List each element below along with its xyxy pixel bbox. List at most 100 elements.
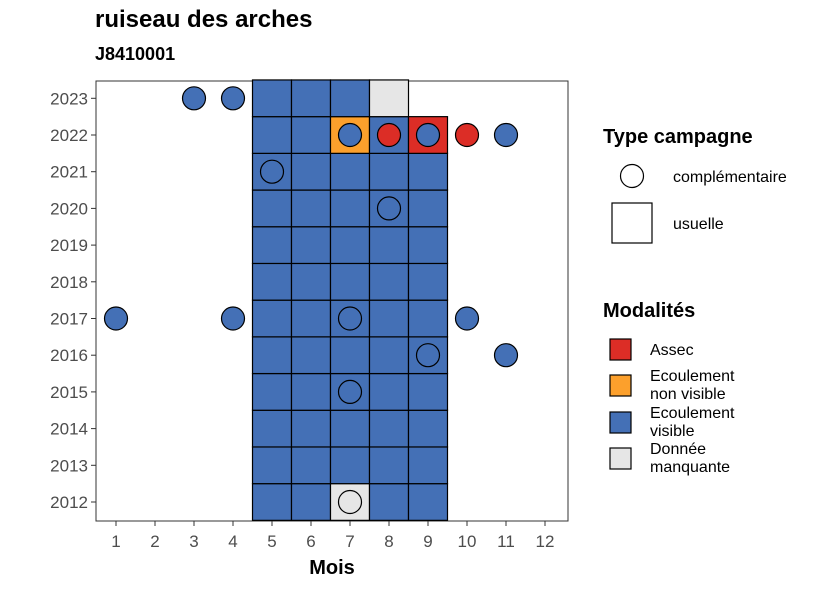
x-tick-label-2: 2 xyxy=(150,532,159,551)
x-tick-label-11: 11 xyxy=(497,532,515,551)
y-tick-label-2018: 2018 xyxy=(50,273,88,292)
point-2021-5 xyxy=(259,159,285,184)
legend-complementaire-key xyxy=(619,163,645,189)
point-2022-7 xyxy=(337,122,363,148)
tile-2015-5 xyxy=(251,372,293,411)
point-2016-9 xyxy=(415,343,441,368)
legend-modalite-key-0 xyxy=(609,338,632,361)
tile-2014-7 xyxy=(329,409,371,448)
y-tick-label-2021: 2021 xyxy=(50,163,88,182)
tile-2012-9 xyxy=(407,483,449,521)
legend-modalite-label-3-0: Donnée xyxy=(650,441,706,458)
legend-usuelle-key xyxy=(611,202,653,244)
tile-2014-6 xyxy=(290,409,332,448)
tile-2012-8 xyxy=(368,483,410,521)
tile-2021-9 xyxy=(407,152,449,191)
legend-type-title: Type campagne xyxy=(603,126,753,148)
x-tick-label-5: 5 xyxy=(267,532,276,551)
tile-2017-8 xyxy=(368,299,410,338)
tile-2021-8 xyxy=(368,152,410,191)
tile-2012-6 xyxy=(290,483,332,521)
y-tick-label-2023: 2023 xyxy=(50,89,88,108)
legend-modalite-label-2-0: Ecoulement xyxy=(650,405,735,422)
y-tick-label-2020: 2020 xyxy=(50,199,88,218)
x-tick-label-10: 10 xyxy=(458,532,477,551)
tile-2020-5 xyxy=(251,189,293,228)
x-tick-label-1: 1 xyxy=(111,532,120,551)
tile-2013-9 xyxy=(407,446,449,485)
legend-type-label-0: complémentaire xyxy=(673,169,787,186)
tile-2023-7 xyxy=(329,79,371,118)
tile-2016-5 xyxy=(251,336,293,375)
tile-2023-6 xyxy=(290,79,332,118)
tile-2021-6 xyxy=(290,152,332,191)
point-2016-11 xyxy=(493,343,519,368)
x-tick-label-4: 4 xyxy=(228,532,237,551)
legend-modalites-title: Modalités xyxy=(603,300,695,322)
tile-2016-8 xyxy=(368,336,410,375)
tile-2013-6 xyxy=(290,446,332,485)
tile-2021-7 xyxy=(329,152,371,191)
legend-modalite-label-0: Assec xyxy=(650,342,694,359)
legend-modalite-label-3-1: manquante xyxy=(650,459,730,476)
point-2023-4 xyxy=(220,86,246,111)
y-tick-label-2015: 2015 xyxy=(50,383,88,402)
point-2012-7 xyxy=(337,489,363,515)
tile-2013-7 xyxy=(329,446,371,485)
legend-type-campagne: Type campagne complémentaire usuelle xyxy=(603,126,787,244)
tile-2019-9 xyxy=(407,226,449,265)
point-2017-10 xyxy=(454,306,480,331)
legend-modalite-label-2-1: visible xyxy=(650,423,695,440)
tile-2022-6 xyxy=(290,116,332,154)
legend-type-label-1: usuelle xyxy=(673,216,724,233)
legend-modalite-label-1-1: non visible xyxy=(650,386,726,403)
tile-2018-7 xyxy=(329,262,371,301)
tile-2015-8 xyxy=(368,372,410,411)
x-tick-label-3: 3 xyxy=(189,532,198,551)
tile-2022-5 xyxy=(251,116,293,154)
legend-modalite-label-1-0: Ecoulement xyxy=(650,368,735,385)
point-2022-8 xyxy=(376,122,402,148)
y-tick-label-2014: 2014 xyxy=(50,420,88,439)
tile-2014-8 xyxy=(368,409,410,448)
tile-2020-9 xyxy=(407,189,449,228)
tile-2019-6 xyxy=(290,226,332,265)
tile-2018-5 xyxy=(251,262,293,301)
tile-2019-8 xyxy=(368,226,410,265)
y-tick-label-2019: 2019 xyxy=(50,236,88,255)
tile-2013-5 xyxy=(251,446,293,485)
tile-2018-8 xyxy=(368,262,410,301)
chart-title: ruiseau des arches xyxy=(95,6,313,33)
x-tick-label-6: 6 xyxy=(306,532,315,551)
point-2017-4 xyxy=(220,306,246,331)
legend-modalite-key-1 xyxy=(609,374,632,397)
point-2017-7 xyxy=(337,306,363,331)
tile-2019-5 xyxy=(251,226,293,265)
x-tick-label-9: 9 xyxy=(423,532,432,551)
tile-2015-9 xyxy=(407,372,449,411)
legend-modalite-key-2 xyxy=(609,411,632,434)
legend-modalite-key-3 xyxy=(609,447,632,470)
y-tick-label-2013: 2013 xyxy=(50,456,88,475)
tile-2020-6 xyxy=(290,189,332,228)
y-tick-label-2017: 2017 xyxy=(50,310,88,329)
point-2020-8 xyxy=(376,196,402,221)
tile-2012-5 xyxy=(251,483,293,521)
tile-2014-9 xyxy=(407,409,449,448)
point-2017-1 xyxy=(103,306,129,331)
usuelle-tiles xyxy=(251,79,449,521)
point-2023-3 xyxy=(181,86,207,111)
x-tick-label-7: 7 xyxy=(345,532,354,551)
tile-2016-6 xyxy=(290,336,332,375)
tile-2013-8 xyxy=(368,446,410,485)
tile-2017-6 xyxy=(290,299,332,338)
tile-2016-7 xyxy=(329,336,371,375)
point-2022-10 xyxy=(454,122,480,148)
x-tick-label-8: 8 xyxy=(384,532,393,551)
complementaire-points xyxy=(103,86,519,515)
tile-2023-5 xyxy=(251,79,293,118)
tile-2023-8 xyxy=(368,79,410,118)
chart-subtitle: J8410001 xyxy=(95,44,176,64)
